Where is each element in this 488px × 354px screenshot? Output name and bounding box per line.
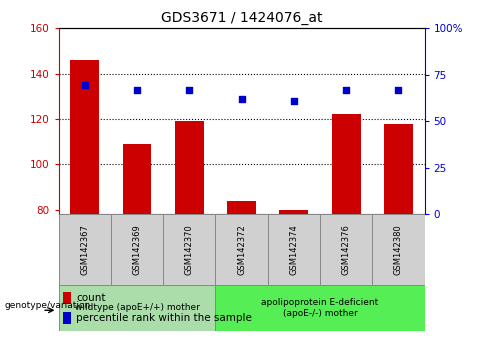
Point [238,96,245,101]
Point [342,87,350,92]
Bar [175,121,203,214]
Bar [63,312,71,324]
Title: GDS3671 / 1424076_at: GDS3671 / 1424076_at [161,11,322,24]
FancyBboxPatch shape [372,214,425,285]
Bar [63,292,71,304]
Text: genotype/variation: genotype/variation [5,301,91,310]
Point [81,82,89,88]
Point [133,87,141,92]
FancyBboxPatch shape [59,285,215,331]
Text: GSM142369: GSM142369 [132,224,142,275]
Bar [70,60,99,214]
FancyBboxPatch shape [215,285,425,331]
Text: percentile rank within the sample: percentile rank within the sample [76,313,252,323]
FancyBboxPatch shape [268,214,320,285]
Text: GSM142376: GSM142376 [342,224,351,275]
Text: GSM142372: GSM142372 [237,224,246,275]
Bar [280,210,308,214]
Text: GSM142380: GSM142380 [394,224,403,275]
FancyBboxPatch shape [320,214,372,285]
Bar [332,114,361,214]
Point [185,87,193,92]
Text: GSM142374: GSM142374 [289,224,298,275]
FancyBboxPatch shape [111,214,163,285]
FancyBboxPatch shape [215,214,268,285]
Text: GSM142367: GSM142367 [80,224,89,275]
Bar [122,144,151,214]
FancyBboxPatch shape [163,214,215,285]
Bar [384,124,413,214]
Bar [227,201,256,214]
Text: GSM142370: GSM142370 [185,224,194,275]
Text: apolipoprotein E-deficient
(apoE-/-) mother: apolipoprotein E-deficient (apoE-/-) mot… [262,298,379,318]
Text: wildtype (apoE+/+) mother: wildtype (apoE+/+) mother [75,303,200,313]
Text: count: count [76,293,106,303]
Point [394,87,402,92]
FancyBboxPatch shape [59,214,111,285]
Point [290,98,298,104]
